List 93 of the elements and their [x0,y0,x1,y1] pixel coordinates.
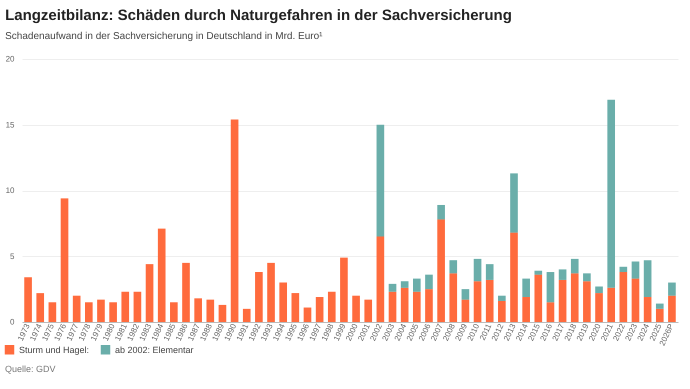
bar [60,198,68,322]
x-tick-label: 1986 [174,322,190,342]
bar [388,284,396,292]
legend-label: ab 2002: Elementar [115,344,194,355]
bar [595,293,603,322]
x-tick-label: 1973 [16,322,32,342]
bar [48,302,56,322]
bar [583,273,591,282]
bar [146,264,154,322]
y-tick-label: 5 [10,252,16,261]
bar [158,228,166,322]
bar [583,281,591,322]
bar [570,273,579,322]
bar [400,288,408,322]
bar [36,293,44,322]
bar [182,262,190,322]
bar [558,269,566,280]
y-tick-label: 20 [6,54,16,64]
bar [486,264,494,280]
bar [546,272,554,302]
bar [668,282,676,296]
bar [292,293,300,322]
bar [656,308,664,322]
bar [558,280,566,322]
bar [121,292,130,322]
bar [24,277,32,322]
bar [668,296,676,322]
bar [364,300,372,322]
bar [304,308,312,322]
bar [632,262,640,279]
bar [462,289,470,300]
y-tick-label: 10 [6,186,16,195]
bar [400,281,408,288]
bar [170,302,178,322]
bar [328,292,336,322]
bar [376,236,384,322]
bar [242,308,251,322]
bar [449,273,458,322]
bar [498,300,506,322]
bar [644,260,652,298]
x-tick-label: 1983 [138,322,154,342]
bar [546,302,554,322]
bar [620,272,628,322]
bar [218,304,226,322]
bar [522,278,530,298]
x-tick-label: 2010 [466,322,482,342]
bar [316,297,324,322]
bar [474,281,482,322]
chart-subtitle: Schadenaufwand in der Sachversicherung in Deutschland in Mrd. Euro¹ [5,31,324,42]
chart-title: Langzeitbilanz: Schäden durch Naturgefahren in der Sachversicherung [5,7,512,24]
bar [412,278,421,292]
bar [620,266,628,272]
bar [498,296,506,301]
bar [109,302,117,322]
bar [510,232,518,322]
bar [437,219,445,322]
y-tick-label: 15 [6,120,16,130]
bar [134,292,142,322]
bar [644,297,652,322]
bar [595,286,603,294]
bar [255,272,263,322]
bar [230,119,238,322]
bar [279,282,288,322]
bar [534,270,542,275]
bar [84,302,93,322]
bar [412,292,421,322]
y-tick-label: 0 [10,318,16,326]
bar [656,304,664,309]
bar [462,300,470,322]
bar [388,292,396,322]
bar [194,298,202,322]
bar [267,262,275,322]
legend-label: Sturm und Hagel: [19,344,90,355]
bar [570,258,579,274]
bar [376,124,384,237]
bar [340,258,348,322]
bar [206,300,214,322]
bar [510,173,518,233]
bar [97,300,105,322]
bar [425,289,433,322]
bar [425,274,433,290]
bar [632,278,640,322]
bar [607,288,616,322]
bar [437,204,445,220]
bar [522,297,530,322]
source-note: Quelle: GDV [5,364,56,374]
bar [607,100,616,288]
bar [474,258,482,282]
bar [486,280,494,322]
bar [534,274,542,322]
bar [449,260,458,274]
bar [72,296,80,322]
bar [352,296,360,322]
